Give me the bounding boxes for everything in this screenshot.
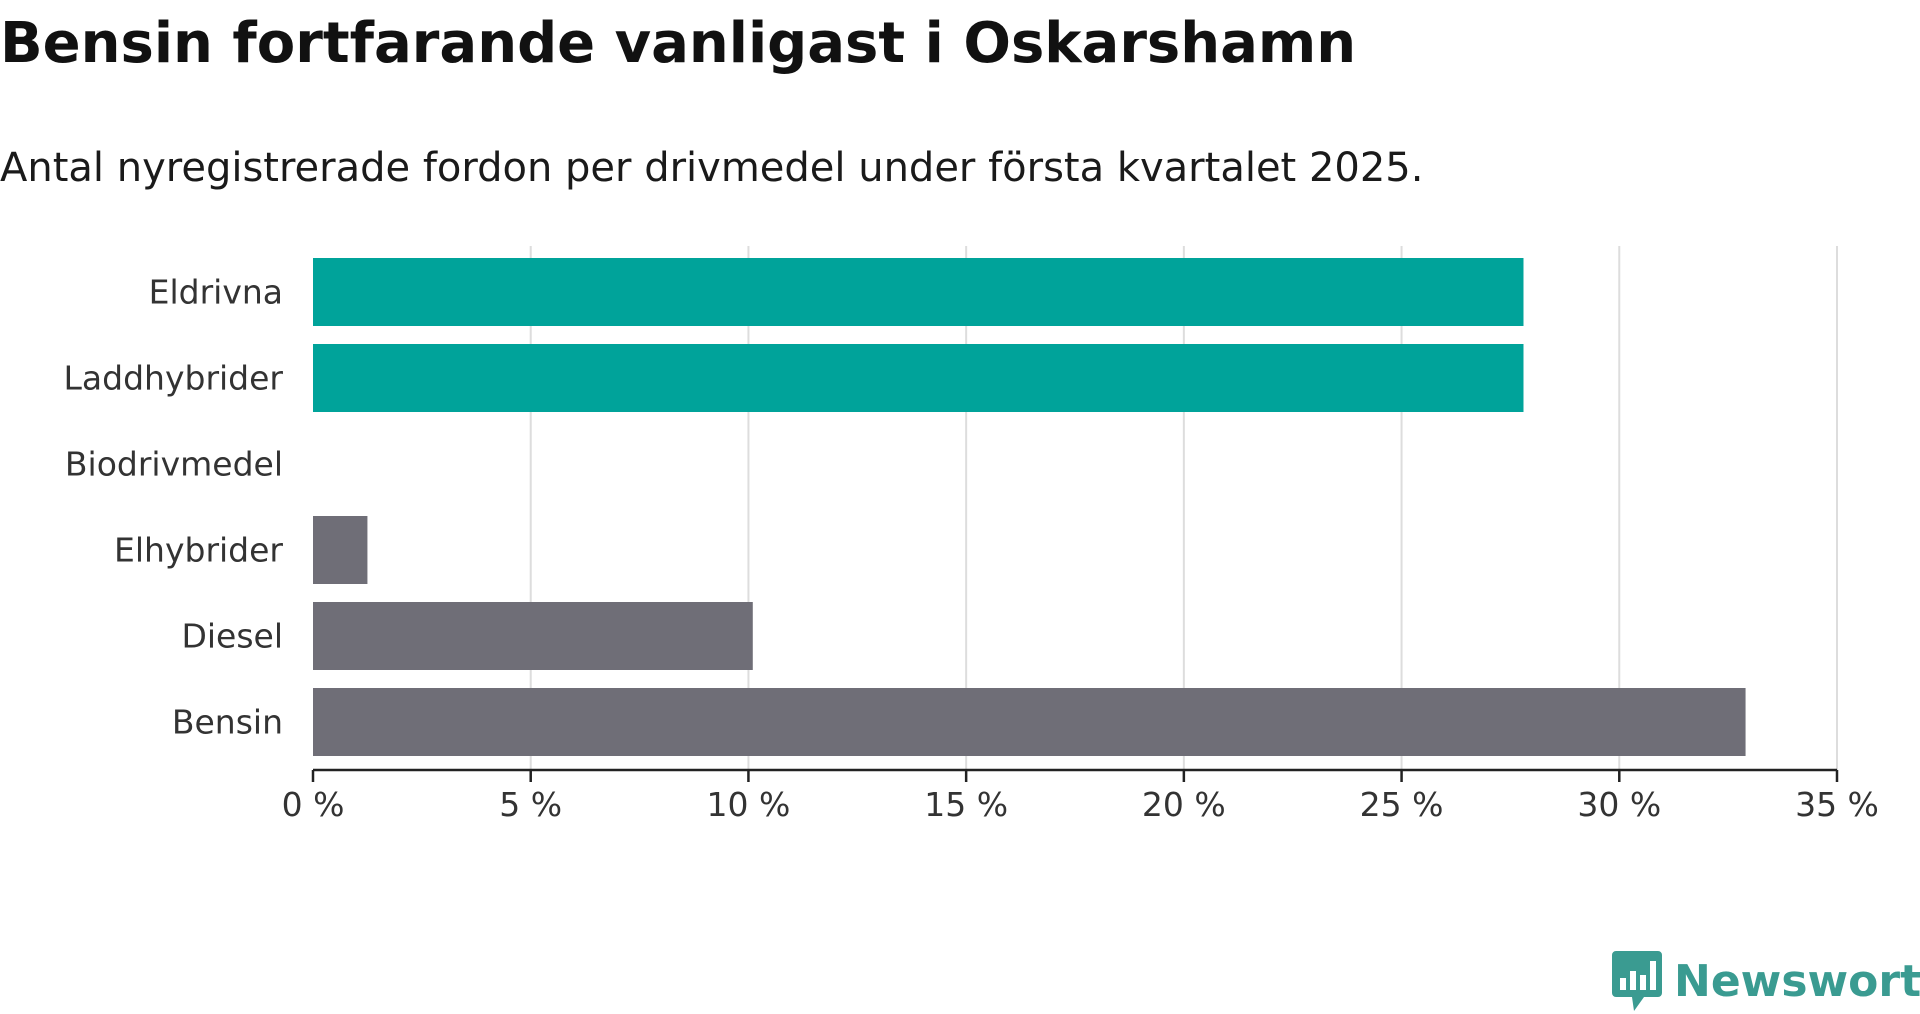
- category-label: Laddhybrider: [64, 359, 284, 398]
- newsworthy-logo-icon: [1612, 951, 1662, 1011]
- x-tick-label: 30 %: [1577, 785, 1661, 824]
- brand-logo: Newsworthy: [1612, 950, 1920, 1014]
- bars: [313, 258, 1746, 756]
- x-tick-label: 35 %: [1795, 785, 1879, 824]
- bar-chart: 0 % 5 % 10 % 15 % 20 % 25 % 30 % 35 % Eldrivna L…: [64, 246, 1879, 824]
- brand-name: Newsworthy: [1674, 956, 1920, 1007]
- category-label: Eldrivna: [149, 273, 283, 312]
- x-axis: 0 % 5 % 10 % 15 % 20 % 25 % 30 % 35 %: [282, 768, 1879, 824]
- category-label: Biodrivmedel: [65, 445, 283, 484]
- chart-title: Bensin fortfarande vanligast i Oskarsham…: [0, 11, 1357, 76]
- bar-diesel: [313, 602, 753, 670]
- category-label: Diesel: [181, 617, 283, 656]
- bar-bensin: [313, 688, 1746, 756]
- category-labels: Eldrivna Laddhybrider Biodrivmedel Elhybrid…: [64, 273, 284, 742]
- x-tick-label: 15 %: [924, 785, 1008, 824]
- x-tick-label: 20 %: [1142, 785, 1226, 824]
- bar-eldrivna: [313, 258, 1524, 326]
- chart-subtitle: Antal nyregistrerade fordon per drivmede…: [0, 145, 1424, 191]
- x-tick-label: 10 %: [707, 785, 791, 824]
- bar-laddhybrider: [313, 344, 1524, 412]
- x-tick-label: 5 %: [499, 785, 562, 824]
- category-label: Elhybrider: [114, 531, 283, 570]
- grid-lines: [529, 246, 1838, 770]
- x-tick-label: 25 %: [1360, 785, 1444, 824]
- x-tick-label: 0 %: [282, 785, 345, 824]
- bar-elhybrider: [313, 516, 368, 584]
- category-label: Bensin: [172, 703, 283, 742]
